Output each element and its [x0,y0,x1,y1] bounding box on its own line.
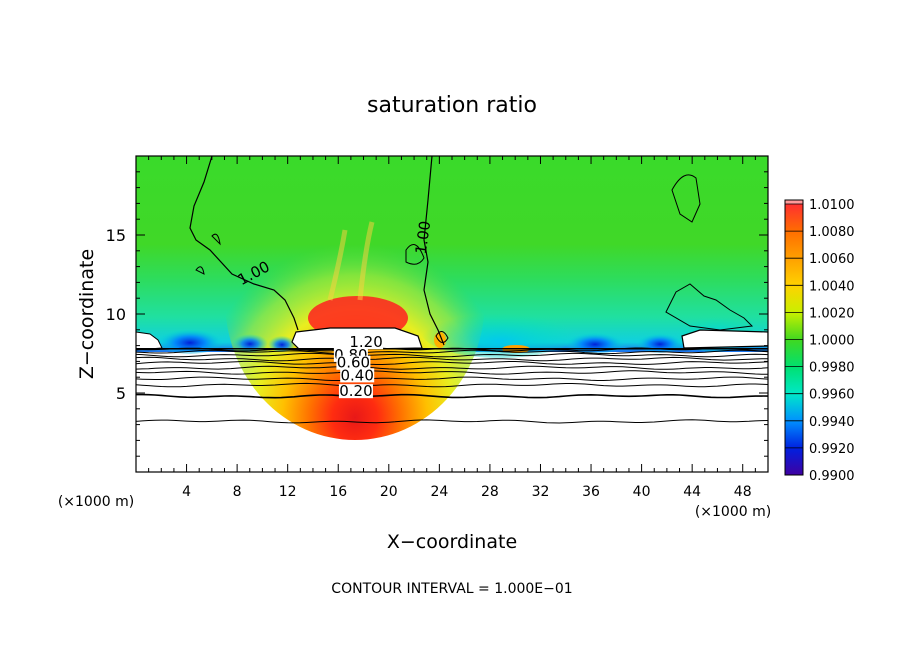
contour-1.00 [435,331,449,343]
colorbar-segment [785,447,803,476]
colorbar-segment [785,312,803,340]
contour-1.00 [671,174,701,223]
x-tick-label: 32 [532,484,550,500]
colorbar-segment [785,420,803,449]
x-axis: 4 8 12 16 20 24 28 32 36 40 44 48 [148,156,756,500]
colorbar-label: 0.9940 [809,415,855,430]
contour-1.00 [665,283,754,331]
contour-line [136,419,768,424]
contour-line [136,360,768,365]
contour-label: 1.00 [412,220,434,256]
contour-label-bg [336,355,371,370]
colorbar-segment [785,231,803,259]
contour-line [136,376,768,381]
plume-streak [327,221,375,301]
stratiform-contours [136,347,768,424]
y-tick-label: 10 [106,305,126,324]
dry-patch [232,332,268,352]
contour-1.00 [195,266,205,275]
colorbar-label: 0.9920 [809,442,855,457]
contour-label-bg [349,335,384,350]
colorbar-segment [785,366,803,395]
contour-label: 0.40 [340,366,373,384]
x-tick-label: 48 [734,484,752,500]
contour-1.00 [405,244,425,265]
dry-patch [565,330,625,354]
x-axis-label: X−coordinate [387,531,517,553]
x-tick-label: 36 [582,484,600,500]
contour-label: 0.20 [339,382,372,400]
contour-label-bg [338,384,373,399]
x-tick-label: 12 [279,484,297,500]
y-tick-label: 15 [106,226,126,245]
colorbar-label: 0.9980 [809,361,855,376]
dry-patch [268,334,296,352]
colorbar-segment [785,285,803,313]
colorbar-label: 1.0100 [809,198,855,213]
cloud-block [681,329,768,349]
x-tick-label: 40 [633,484,651,500]
cloud-block [136,331,163,351]
x-tick-label: 44 [683,484,701,500]
colorbar: 1.0100 1.0080 1.0060 1.0040 1.0020 1.0000 0.99… [784,198,855,484]
contour-1.00 [189,156,299,331]
x-unit-left: (×1000 m) [58,494,134,510]
contour-1.00 [211,233,221,246]
x-tick-label: 4 [182,484,191,500]
colorbar-label: 1.0000 [809,334,855,349]
contour-label-bg [340,368,375,383]
dry-patch [636,331,684,353]
contour-label: 1.20 [349,333,382,351]
x-tick-label: 16 [329,484,347,500]
colorbar-label: 1.0060 [809,252,855,267]
plot-area: 1.001.001.200.800.600.400.20 [136,156,768,472]
y-axis-label: Z−coordinate [76,249,98,379]
x-tick-label: 20 [380,484,398,500]
colorbar-cap [785,200,803,204]
y-tick-label: 5 [116,384,126,403]
colorbar-segment [785,393,803,422]
colorbar-segment [785,339,803,368]
contour-line [136,349,768,355]
colorbar-label: 1.0020 [809,306,855,321]
colorbar-label: 1.0040 [809,279,855,294]
contour-line [136,393,768,399]
contour-line [136,352,768,358]
contour-line [136,370,768,375]
contour-line [136,382,768,388]
contour-1.00 [423,156,445,346]
cyan-patch [420,302,580,358]
colorbar-label: 0.9900 [809,469,855,484]
colorbar-label: 0.9960 [809,388,855,403]
contour-line [136,356,768,362]
x-tick-label: 28 [481,484,499,500]
contour-line [136,365,768,370]
colorbar-label: 1.0080 [809,225,855,240]
y-axis: 5 10 15 [106,171,768,457]
x-tick-label: 24 [430,484,448,500]
contour-interval-note: CONTOUR INTERVAL = 1.000E−01 [331,581,572,597]
dry-patch [156,326,224,354]
contour-labels: 1.001.001.200.800.600.400.20 [235,220,435,400]
x-unit-right: (×1000 m) [695,504,771,520]
x-tick-label: 8 [233,484,242,500]
colorbar-segment [785,258,803,286]
chart-title: saturation ratio [367,93,537,118]
colorbar-segment [785,204,803,232]
contour-label: 0.60 [337,354,370,372]
